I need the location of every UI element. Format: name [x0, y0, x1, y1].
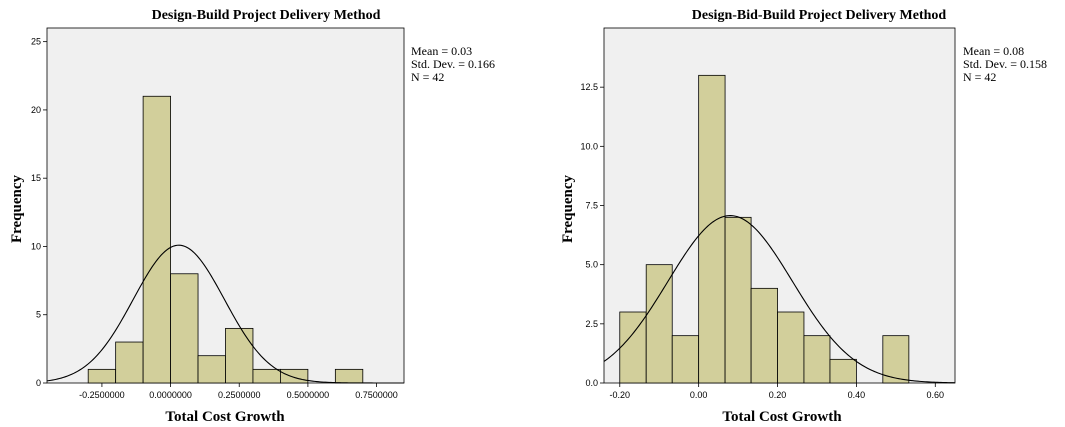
y-tick-label: 12.5	[580, 82, 598, 92]
histogram-bar	[115, 341, 144, 384]
normal-curve	[603, 215, 956, 384]
chart-title: Design-Build Project Delivery Method	[152, 8, 381, 23]
histogram-bar	[777, 311, 805, 384]
stat-mean: Mean = 0.03	[411, 44, 472, 58]
histogram-bar	[197, 355, 226, 384]
x-tick-label: 0.60	[927, 390, 945, 400]
plot-area: -0.2500000 0.0000000 0.2500000 0.5000000 0.7…	[31, 27, 405, 400]
x-axis-label: Total Cost Growth	[165, 409, 285, 425]
stat-n: N = 42	[411, 70, 444, 84]
y-axis-label: Frequency	[560, 174, 576, 243]
histogram-bar	[803, 335, 831, 384]
normal-curve	[46, 244, 404, 384]
histogram-bar	[252, 368, 281, 384]
x-tick-label: 0.00	[690, 390, 708, 400]
histogram-bar	[724, 216, 752, 384]
histogram-bar	[170, 273, 199, 384]
x-tick-label: 0.20	[769, 390, 787, 400]
histogram-bar	[829, 358, 857, 384]
histogram-bar	[280, 368, 309, 384]
x-tick-label: 0.0000000	[149, 390, 192, 400]
x-axis-label: Total Cost Growth	[722, 409, 842, 425]
x-tick-label: -0.2500000	[79, 390, 125, 400]
stat-std-dev: Std. Dev. = 0.158	[963, 57, 1047, 71]
y-tick-label: 5	[36, 310, 41, 320]
histogram-bar	[882, 335, 910, 384]
stat-mean: Mean = 0.08	[963, 44, 1024, 58]
y-tick-label: 5.0	[585, 260, 598, 270]
histogram-bar	[87, 368, 117, 384]
x-tick-label: -0.20	[610, 390, 631, 400]
y-tick-label: 7.5	[585, 201, 598, 211]
y-tick-label: 25	[31, 37, 41, 47]
y-tick-label: 10.0	[580, 141, 598, 151]
histogram-bar	[334, 368, 364, 384]
stat-n: N = 42	[963, 70, 996, 84]
plot-area: -0.20 0.00 0.20 0.40 0.60 0.0 2.5 5.0 7.5 10.0 12.…	[580, 27, 956, 400]
histogram-design-build: -0.2500000 0.0000000 0.2500000 0.5000000 0.7…	[9, 8, 495, 425]
histogram-bar	[750, 287, 778, 384]
x-tick-label: 0.7500000	[355, 390, 398, 400]
x-tick-label: 0.5000000	[287, 390, 330, 400]
histogram-bar	[645, 264, 673, 384]
histogram-bar	[698, 74, 726, 384]
plot-background	[46, 27, 405, 384]
y-axis-label: Frequency	[9, 174, 25, 243]
histogram-bar	[142, 95, 171, 384]
y-tick-label: 20	[31, 105, 41, 115]
histogram-bar	[619, 311, 647, 384]
stat-std-dev: Std. Dev. = 0.166	[411, 57, 495, 71]
x-tick-label: 0.40	[848, 390, 866, 400]
y-tick-label: 0.0	[585, 378, 598, 388]
y-tick-label: 10	[31, 241, 41, 251]
y-tick-label: 0	[36, 378, 41, 388]
histogram-bar	[671, 335, 700, 384]
x-tick-label: 0.2500000	[218, 390, 261, 400]
y-tick-label: 2.5	[585, 319, 598, 329]
chart-title: Design-Bid-Build Project Delivery Method	[692, 8, 947, 23]
histogram-bar	[225, 327, 254, 384]
histogram-design-bid-build: -0.20 0.00 0.20 0.40 0.60 0.0 2.5 5.0 7.5 10.0 12.…	[560, 8, 1047, 425]
y-tick-label: 15	[31, 173, 41, 183]
